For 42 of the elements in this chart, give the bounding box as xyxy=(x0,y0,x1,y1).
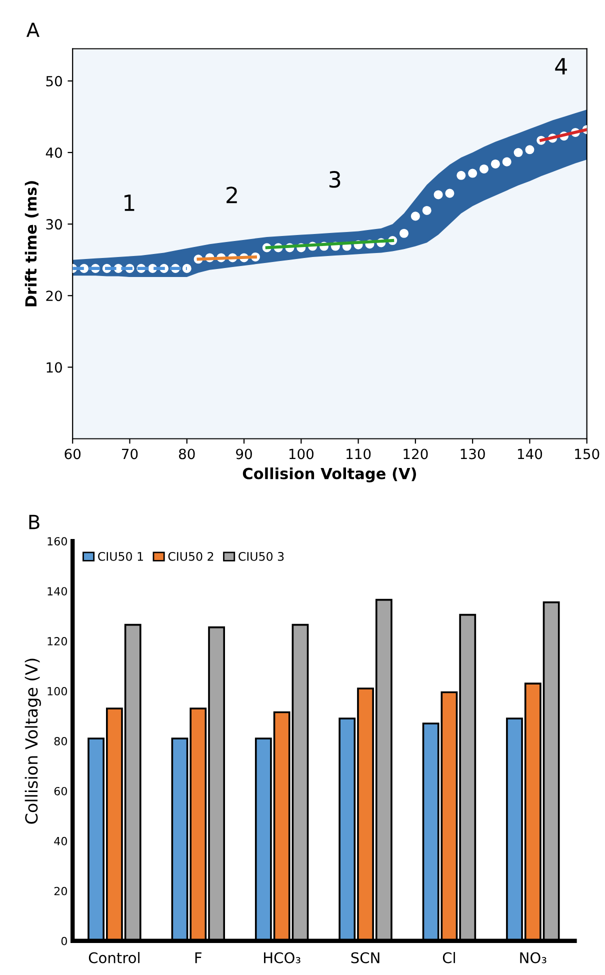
annotation: 2 xyxy=(226,186,237,204)
y-tick-label: 120 xyxy=(48,637,67,646)
x-tick-label: SCN xyxy=(351,952,380,964)
annotation: 3 xyxy=(329,170,340,188)
y-axis-title: Collision Voltage (V) xyxy=(24,658,41,824)
x-tick-label: 110 xyxy=(346,448,371,460)
y-tick-label: 60 xyxy=(54,786,67,796)
annotation: 1 xyxy=(124,194,134,211)
y-tick-label: 50 xyxy=(46,76,62,86)
y-tick-label: 30 xyxy=(46,219,62,230)
chart-title: A xyxy=(26,22,40,37)
y-tick-label: 0 xyxy=(61,936,67,946)
x-tick-label: 100 xyxy=(289,448,314,460)
x-tick-label: 150 xyxy=(575,448,600,460)
x-tick-label: F xyxy=(195,952,202,964)
y-tick-label: 100 xyxy=(48,687,67,696)
x-tick-label: HCO₃ xyxy=(264,952,300,964)
x-tick-label: 80 xyxy=(178,448,195,460)
x-tick-label: NO₃ xyxy=(520,952,546,964)
legend-label: CIU50 3 xyxy=(238,552,284,561)
annotation: 4 xyxy=(555,58,567,74)
x-tick-label: 140 xyxy=(518,448,542,460)
x-tick-label: Cl xyxy=(442,952,455,964)
y-tick-label: 160 xyxy=(48,537,67,546)
x-tick-label: 60 xyxy=(64,448,81,460)
y-tick-label: 20 xyxy=(46,290,62,302)
y-tick-label: 140 xyxy=(48,587,67,596)
y-tick-label: 40 xyxy=(46,147,62,158)
legend-label: CIU50 2 xyxy=(168,552,214,561)
x-tick-label: Control xyxy=(88,952,140,964)
y-tick-label: 80 xyxy=(54,736,67,746)
legend-label: CIU50 1 xyxy=(98,552,143,561)
chart-title: B xyxy=(29,514,40,530)
y-tick-label: 10 xyxy=(46,362,62,373)
y-axis-title: Drift time (ms) xyxy=(24,181,38,306)
x-tick-label: 70 xyxy=(122,448,138,460)
x-axis-title: Collision Voltage (V) xyxy=(242,467,416,482)
x-tick-label: 90 xyxy=(236,448,252,460)
y-tick-label: 40 xyxy=(54,836,67,846)
x-tick-label: 130 xyxy=(460,448,485,460)
x-tick-label: 120 xyxy=(404,448,428,460)
y-tick-label: 20 xyxy=(54,886,67,896)
